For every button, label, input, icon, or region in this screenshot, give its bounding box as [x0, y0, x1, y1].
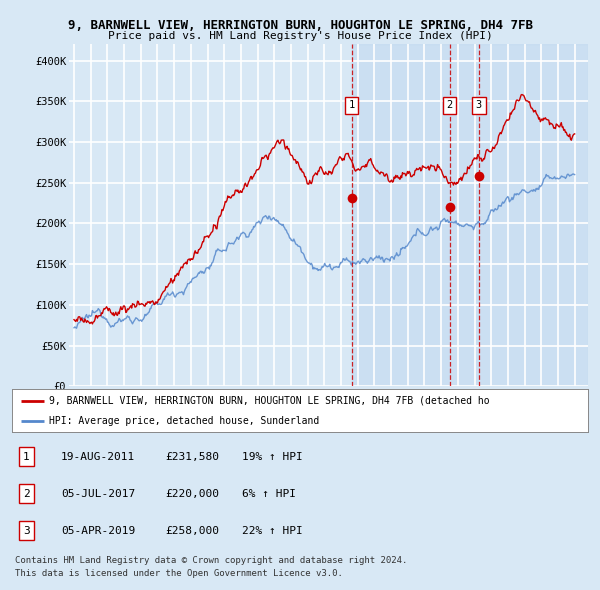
Text: 05-APR-2019: 05-APR-2019 [61, 526, 135, 536]
Text: 9, BARNWELL VIEW, HERRINGTON BURN, HOUGHTON LE SPRING, DH4 7FB (detached ho: 9, BARNWELL VIEW, HERRINGTON BURN, HOUGH… [49, 396, 490, 406]
Text: 2: 2 [23, 489, 30, 499]
Text: 3: 3 [23, 526, 30, 536]
Text: 19-AUG-2011: 19-AUG-2011 [61, 452, 135, 462]
Text: £231,580: £231,580 [166, 452, 220, 462]
Text: 19% ↑ HPI: 19% ↑ HPI [242, 452, 303, 462]
Bar [352, 44, 588, 386]
Text: 2: 2 [446, 100, 453, 110]
Text: Contains HM Land Registry data © Crown copyright and database right 2024.: Contains HM Land Registry data © Crown c… [15, 556, 407, 565]
Text: 22% ↑ HPI: 22% ↑ HPI [242, 526, 303, 536]
Text: £220,000: £220,000 [166, 489, 220, 499]
Text: This data is licensed under the Open Government Licence v3.0.: This data is licensed under the Open Gov… [15, 569, 343, 578]
Text: 6% ↑ HPI: 6% ↑ HPI [242, 489, 296, 499]
Text: 1: 1 [349, 100, 355, 110]
Text: 05-JUL-2017: 05-JUL-2017 [61, 489, 135, 499]
Text: 9, BARNWELL VIEW, HERRINGTON BURN, HOUGHTON LE SPRING, DH4 7FB: 9, BARNWELL VIEW, HERRINGTON BURN, HOUGH… [67, 19, 533, 32]
Text: 1: 1 [23, 452, 30, 462]
Text: Price paid vs. HM Land Registry's House Price Index (HPI): Price paid vs. HM Land Registry's House … [107, 31, 493, 41]
Text: HPI: Average price, detached house, Sunderland: HPI: Average price, detached house, Sund… [49, 417, 320, 426]
Text: £258,000: £258,000 [166, 526, 220, 536]
Text: 3: 3 [476, 100, 482, 110]
